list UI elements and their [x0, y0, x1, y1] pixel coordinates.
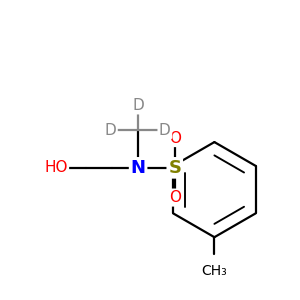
Text: S: S [168, 159, 181, 177]
Text: D: D [159, 123, 171, 138]
Text: N: N [130, 159, 146, 177]
Text: CH₃: CH₃ [202, 264, 227, 278]
Text: D: D [104, 123, 116, 138]
Text: O: O [169, 190, 181, 205]
Text: HO: HO [44, 160, 68, 175]
Text: O: O [169, 130, 181, 146]
Text: D: D [132, 98, 144, 113]
